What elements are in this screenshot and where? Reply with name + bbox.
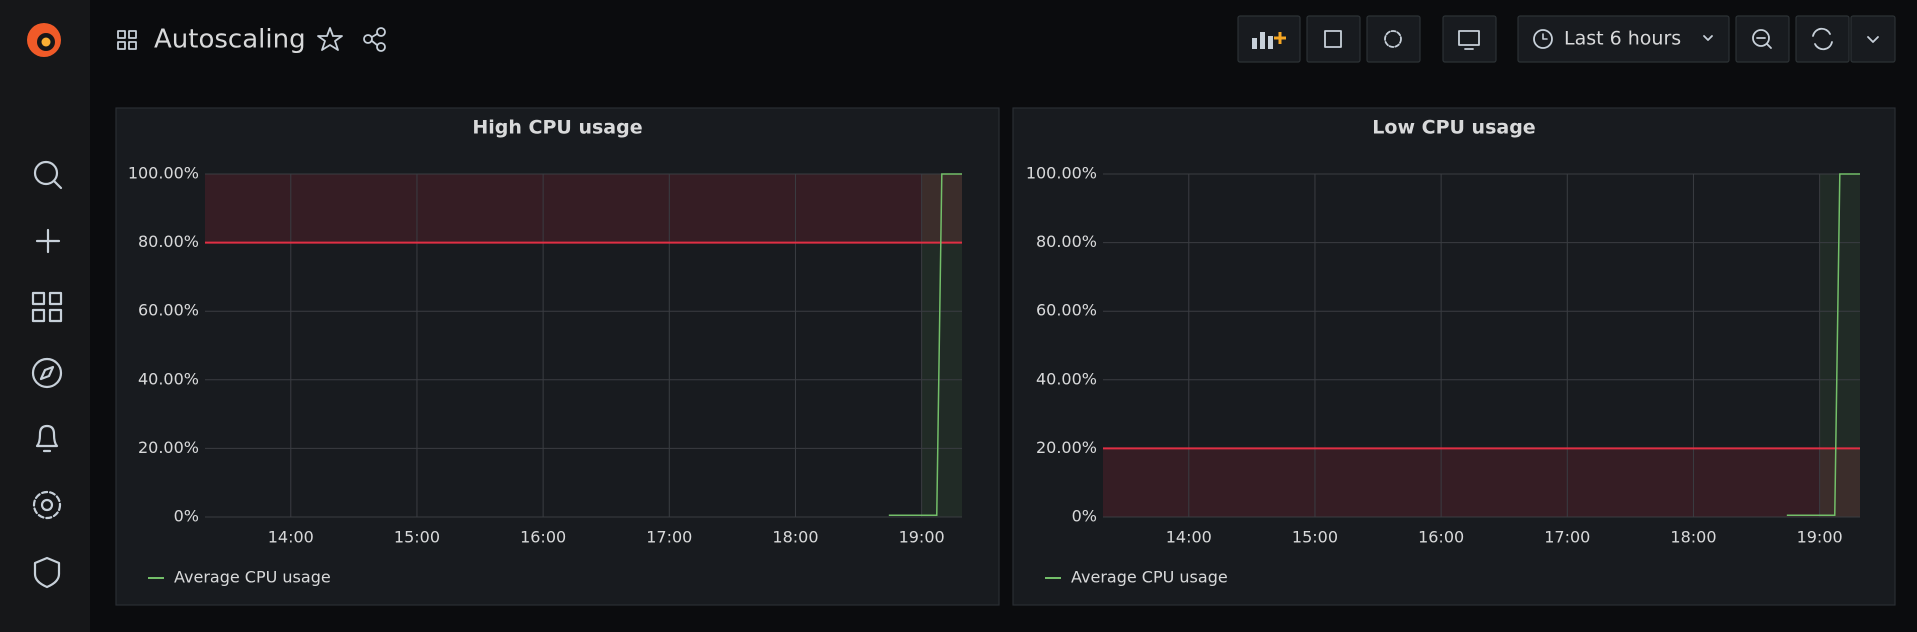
time-picker[interactable]: [1517, 15, 1730, 63]
dashboards-icon[interactable]: [31, 291, 63, 323]
zoom-out-button[interactable]: [1735, 15, 1790, 63]
search-icon[interactable]: [33, 160, 63, 190]
refresh-interval-button[interactable]: [1850, 15, 1896, 63]
save-button[interactable]: [1306, 15, 1361, 63]
x-tick-label: 14:00: [268, 528, 314, 547]
grafana-logo[interactable]: [27, 23, 61, 57]
x-tick-label: 16:00: [1418, 528, 1464, 547]
y-tick-label: 0%: [174, 507, 199, 526]
add-panel-button[interactable]: [1237, 15, 1301, 63]
y-tick-label: 60.00%: [138, 301, 199, 320]
x-tick-label: 18:00: [772, 528, 818, 547]
x-tick-label: 16:00: [520, 528, 566, 547]
shaded-region: [1819, 174, 1860, 517]
x-tick-label: 17:00: [1544, 528, 1590, 547]
y-tick-label: 100.00%: [1026, 164, 1097, 183]
x-tick-label: 14:00: [1166, 528, 1212, 547]
dashboard-grid-icon: [117, 30, 137, 50]
series-line: [888, 173, 962, 517]
x-tick-label: 17:00: [646, 528, 692, 547]
panel-frame: [115, 107, 1000, 606]
x-tick-label: 15:00: [1292, 528, 1338, 547]
series-line: [1786, 173, 1860, 517]
legend-label: Average CPU usage: [1071, 568, 1228, 587]
threshold-area: [205, 174, 962, 243]
y-tick-label: 40.00%: [138, 369, 199, 388]
y-tick-label: 80.00%: [1036, 232, 1097, 251]
dashboard-title[interactable]: Autoscaling: [154, 25, 306, 55]
y-tick-label: 100.00%: [128, 164, 199, 183]
x-tick-label: 18:00: [1670, 528, 1716, 547]
alerting-icon[interactable]: [35, 424, 59, 453]
panel-frame: [1012, 107, 1896, 606]
settings-icon[interactable]: [32, 490, 62, 520]
time-range-label[interactable]: Last 6 hours: [1564, 28, 1681, 50]
x-tick-label: 19:00: [1797, 528, 1843, 547]
create-icon[interactable]: [35, 228, 61, 254]
threshold-area: [1103, 448, 1860, 517]
y-tick-label: 20.00%: [1036, 438, 1097, 457]
panel: High CPU usage 0% 20.00% 40.00% 60.00% 80.00%…: [115, 107, 1000, 606]
panel-title: Low CPU usage: [1372, 117, 1535, 139]
x-tick-label: 15:00: [394, 528, 440, 547]
refresh-button[interactable]: [1795, 15, 1850, 63]
y-tick-label: 60.00%: [1036, 301, 1097, 320]
x-tick-label: 19:00: [899, 528, 945, 547]
y-tick-label: 0%: [1072, 507, 1097, 526]
shaded-region: [921, 174, 962, 517]
y-tick-label: 20.00%: [138, 438, 199, 457]
y-tick-label: 40.00%: [1036, 369, 1097, 388]
star-button[interactable]: [317, 27, 343, 51]
explore-icon[interactable]: [31, 357, 63, 389]
settings-button[interactable]: [1366, 15, 1421, 63]
y-tick-label: 80.00%: [138, 232, 199, 251]
legend-label: Average CPU usage: [174, 568, 331, 587]
tv-mode-button[interactable]: [1442, 15, 1497, 63]
panel: Low CPU usage 0% 20.00% 40.00% 60.00% 80.00% 1…: [1012, 107, 1896, 606]
panel-title: High CPU usage: [472, 117, 642, 139]
shield-icon[interactable]: [33, 556, 61, 589]
share-button[interactable]: [363, 27, 386, 52]
